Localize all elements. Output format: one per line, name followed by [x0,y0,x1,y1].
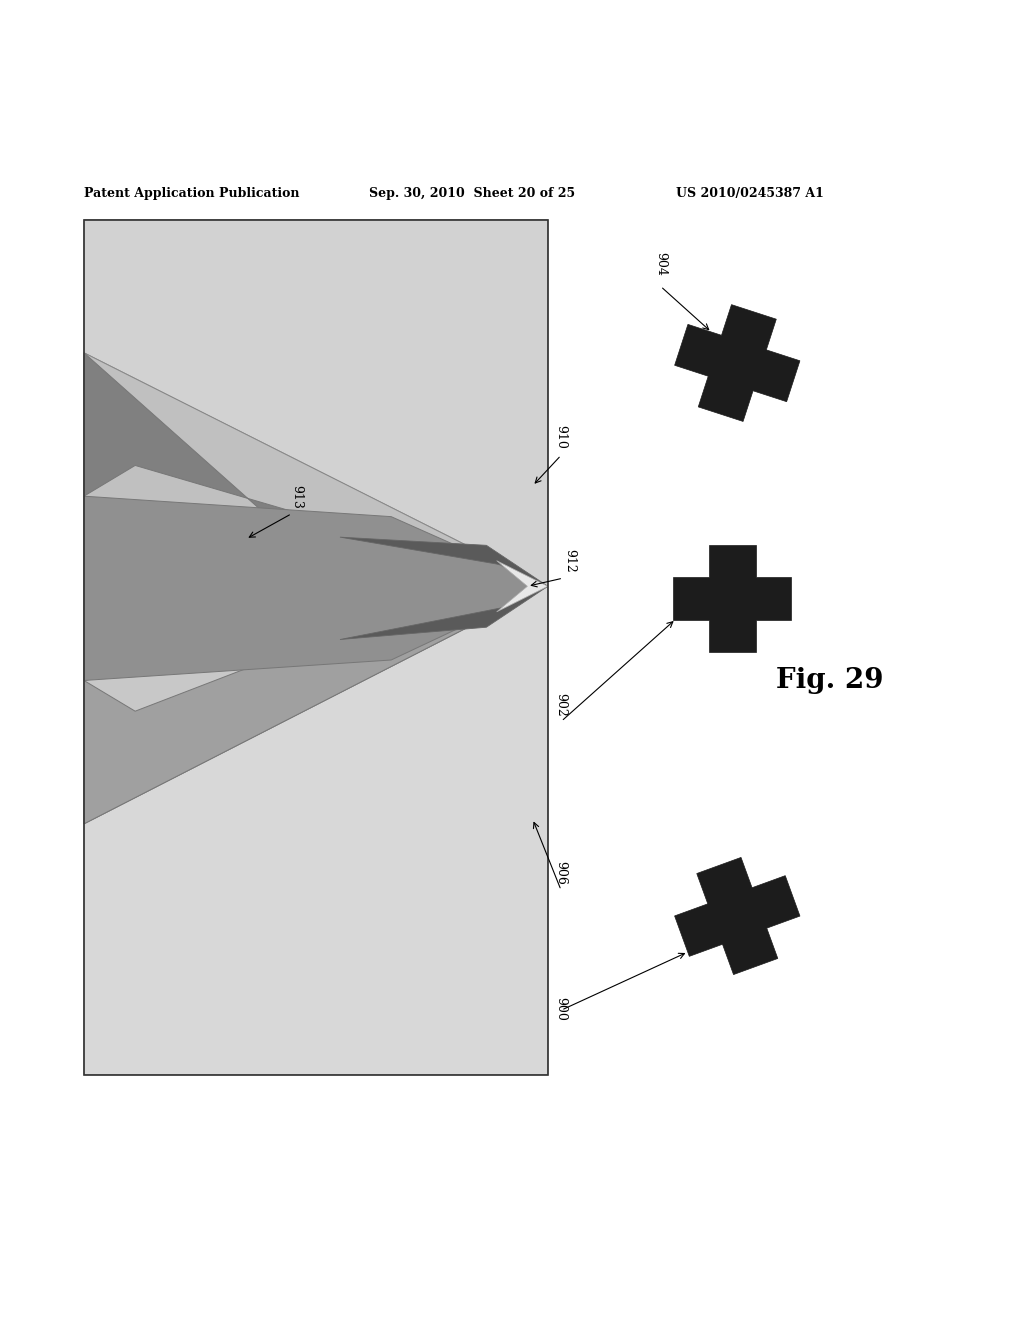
Bar [84,219,548,1074]
Text: 912: 912 [563,549,575,573]
Text: Patent Application Publication: Patent Application Publication [84,187,299,199]
Polygon shape [675,858,800,974]
Text: 902: 902 [555,693,567,717]
Polygon shape [84,496,548,681]
Text: 906: 906 [555,862,567,886]
Polygon shape [84,496,548,681]
Text: 900: 900 [555,997,567,1020]
Polygon shape [84,219,548,586]
Polygon shape [84,586,548,824]
Polygon shape [340,537,548,586]
Polygon shape [340,586,548,639]
Polygon shape [84,586,548,1074]
Text: 910: 910 [555,425,567,449]
Polygon shape [84,586,548,824]
Text: 913: 913 [291,484,303,508]
Polygon shape [674,545,791,652]
Polygon shape [84,352,548,586]
Text: 904: 904 [654,252,667,276]
Polygon shape [675,305,800,421]
Text: Fig. 29: Fig. 29 [776,667,883,694]
Polygon shape [84,352,548,586]
Polygon shape [497,561,548,612]
Text: US 2010/0245387 A1: US 2010/0245387 A1 [676,187,823,199]
Text: Sep. 30, 2010  Sheet 20 of 25: Sep. 30, 2010 Sheet 20 of 25 [369,187,574,199]
